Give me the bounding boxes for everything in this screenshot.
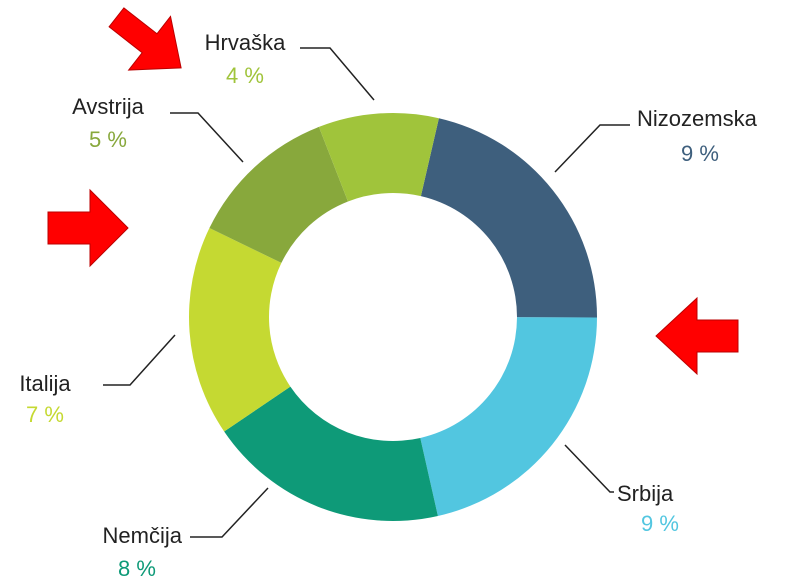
donut-segment [224,386,438,521]
donut-segment [189,228,291,432]
value-label: 7 % [26,402,64,427]
value-label: 8 % [118,556,156,580]
arrow [47,7,739,376]
category-label: Nemčija [103,523,183,548]
leader-line [170,112,244,163]
leader-line [190,487,269,538]
category-label: Srbija [617,481,674,506]
arrow-down-right [108,7,182,71]
value-label: 4 % [226,63,264,88]
value-label: 9 % [681,141,719,166]
arrow-right [47,188,129,268]
value-label: 9 % [641,511,679,536]
donut-segment [420,317,597,516]
value-label: 5 % [89,127,127,152]
category-label: Nizozemska [637,106,758,131]
category-label: Avstrija [72,94,144,119]
donut-segment [420,118,597,318]
arrow-left [655,296,739,376]
donut-segment [318,113,439,202]
leader-line [554,124,630,173]
category-label: Italija [19,371,71,396]
category-label: Hrvaška [205,30,286,55]
leader-line [564,444,614,493]
leader-line [300,47,375,101]
leader-line [103,334,176,386]
donut-segment [209,126,348,263]
